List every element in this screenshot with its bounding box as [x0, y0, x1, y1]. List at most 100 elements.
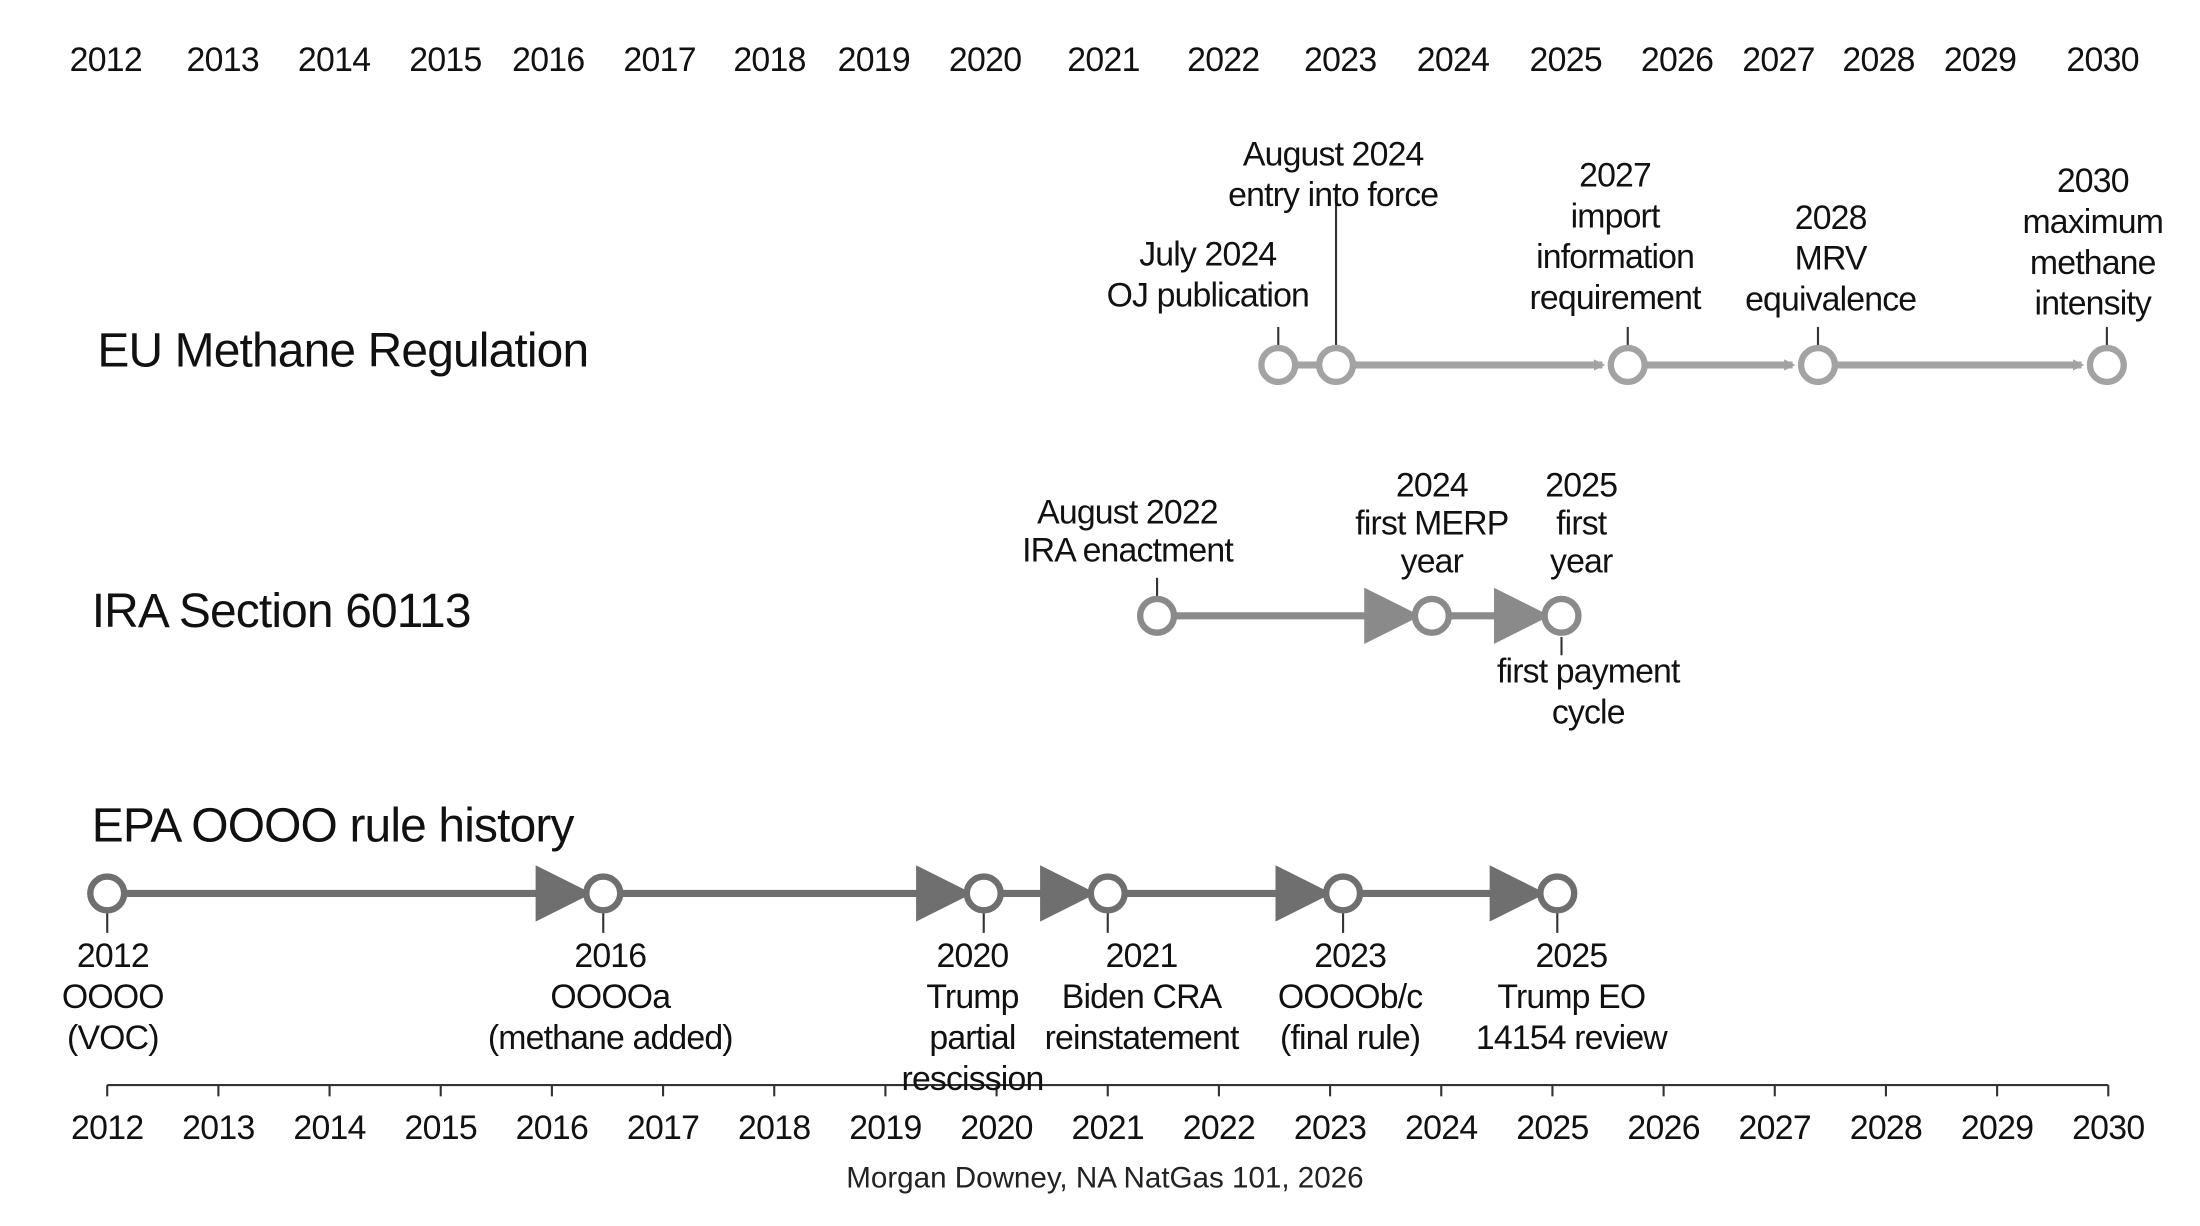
event-marker — [1315, 344, 1357, 386]
year-label: 2020 — [949, 41, 1021, 79]
track-title: IRA Section 60113 — [92, 585, 471, 638]
event-label: methane — [2030, 244, 2156, 282]
year-label: 2015 — [409, 41, 481, 79]
event-label: OOOOa — [550, 978, 671, 1016]
event-marker — [1258, 344, 1299, 386]
event-marker — [1411, 595, 1452, 636]
event-note: cycle — [1552, 693, 1625, 731]
event-label: requirement — [1529, 279, 1702, 317]
year-label: 2012 — [70, 41, 142, 79]
event-label: OOOOb/c — [1278, 978, 1423, 1016]
year-label: 2017 — [627, 1109, 699, 1147]
year-label: 2019 — [849, 1109, 921, 1147]
event-marker — [1797, 344, 1839, 386]
event-label: OOOO — [62, 978, 164, 1016]
event-label: (methane added) — [488, 1019, 733, 1057]
event-note: first payment — [1497, 653, 1681, 691]
year-label: 2025 — [1530, 41, 1602, 79]
event-label: OJ publication — [1107, 276, 1309, 314]
event-label: reinstatement — [1045, 1019, 1240, 1057]
event-label: first — [1556, 505, 1608, 543]
event-label: (VOC) — [67, 1019, 159, 1057]
event-label: year — [1550, 543, 1613, 581]
year-label: 2018 — [733, 41, 805, 79]
event-label: IRA enactment — [1022, 531, 1234, 569]
event-label: 2024 — [1396, 467, 1468, 505]
year-label: 2027 — [1739, 1109, 1811, 1147]
event-label: import — [1571, 197, 1661, 235]
event-label: Trump EO — [1497, 978, 1645, 1016]
event-label: year — [1401, 543, 1464, 581]
year-label: 2016 — [516, 1109, 588, 1147]
event-label: 2016 — [574, 937, 646, 975]
year-label: 2026 — [1627, 1109, 1699, 1147]
year-label: 2013 — [182, 1109, 254, 1147]
year-label: 2022 — [1183, 1109, 1255, 1147]
event-label: 2025 — [1545, 467, 1617, 505]
event-label: August 2024 — [1243, 135, 1424, 173]
year-label: 2030 — [2066, 41, 2138, 79]
event-label: 2028 — [1795, 199, 1867, 237]
year-label: 2015 — [405, 1109, 477, 1147]
year-label: 2024 — [1417, 41, 1489, 79]
event-label: 2023 — [1314, 937, 1386, 975]
year-label: 2018 — [738, 1109, 810, 1147]
event-label: 2025 — [1535, 937, 1607, 975]
event-label: rescission — [902, 1060, 1044, 1098]
event-label: 2021 — [1106, 937, 1178, 975]
event-label: 2030 — [2057, 162, 2129, 200]
event-label: August 2022 — [1037, 493, 1218, 531]
year-label: 2020 — [960, 1109, 1032, 1147]
year-label: 2025 — [1516, 1109, 1588, 1147]
event-label: 2012 — [77, 937, 149, 975]
event-marker — [1607, 344, 1648, 386]
year-label: 2030 — [2072, 1109, 2144, 1147]
year-label: 2024 — [1405, 1109, 1477, 1147]
year-label: 2021 — [1072, 1109, 1144, 1147]
year-label: 2028 — [1850, 1109, 1922, 1147]
year-label: 2021 — [1067, 41, 1139, 79]
event-label: (final rule) — [1280, 1019, 1420, 1057]
event-label: maximum — [2022, 203, 2163, 241]
event-label: equivalence — [1745, 281, 1916, 319]
year-label: 2017 — [623, 41, 695, 79]
year-label: 2019 — [838, 41, 910, 79]
event-label: 14154 review — [1476, 1019, 1668, 1057]
year-label: 2016 — [512, 41, 584, 79]
event-label: 2020 — [937, 937, 1009, 975]
year-label: 2027 — [1742, 41, 1814, 79]
event-marker — [1087, 873, 1128, 914]
year-label: 2026 — [1641, 41, 1713, 79]
year-label: 2012 — [71, 1109, 143, 1147]
event-marker — [1136, 595, 1178, 636]
year-label: 2028 — [1842, 41, 1914, 79]
event-marker — [2086, 344, 2127, 386]
event-label: Trump — [926, 978, 1018, 1016]
event-marker — [1541, 595, 1582, 636]
event-marker — [583, 873, 624, 914]
year-label: 2023 — [1304, 41, 1376, 79]
event-label: first MERP — [1355, 505, 1508, 543]
event-label: Biden CRA — [1062, 978, 1223, 1016]
year-label: 2014 — [293, 1109, 365, 1147]
event-label: 2027 — [1579, 156, 1651, 194]
year-label: 2013 — [187, 41, 259, 79]
event-label: July 2024 — [1139, 235, 1276, 273]
year-label: 2029 — [1944, 41, 2016, 79]
event-marker — [87, 873, 128, 914]
year-label: 2022 — [1187, 41, 1259, 79]
track-title: EPA OOOO rule history — [92, 799, 575, 852]
year-label: 2029 — [1961, 1109, 2033, 1147]
event-marker — [963, 873, 1004, 914]
footer: Morgan Downey, NA NatGas 101, 2026 — [846, 1161, 1363, 1194]
event-label: MRV — [1795, 240, 1868, 278]
event-marker — [1537, 873, 1578, 914]
event-label: intensity — [2035, 285, 2152, 323]
year-label: 2014 — [298, 41, 370, 79]
event-label: partial — [929, 1019, 1015, 1057]
event-label: information — [1536, 238, 1694, 276]
event-label: entry into force — [1228, 176, 1438, 214]
year-label: 2023 — [1294, 1109, 1366, 1147]
